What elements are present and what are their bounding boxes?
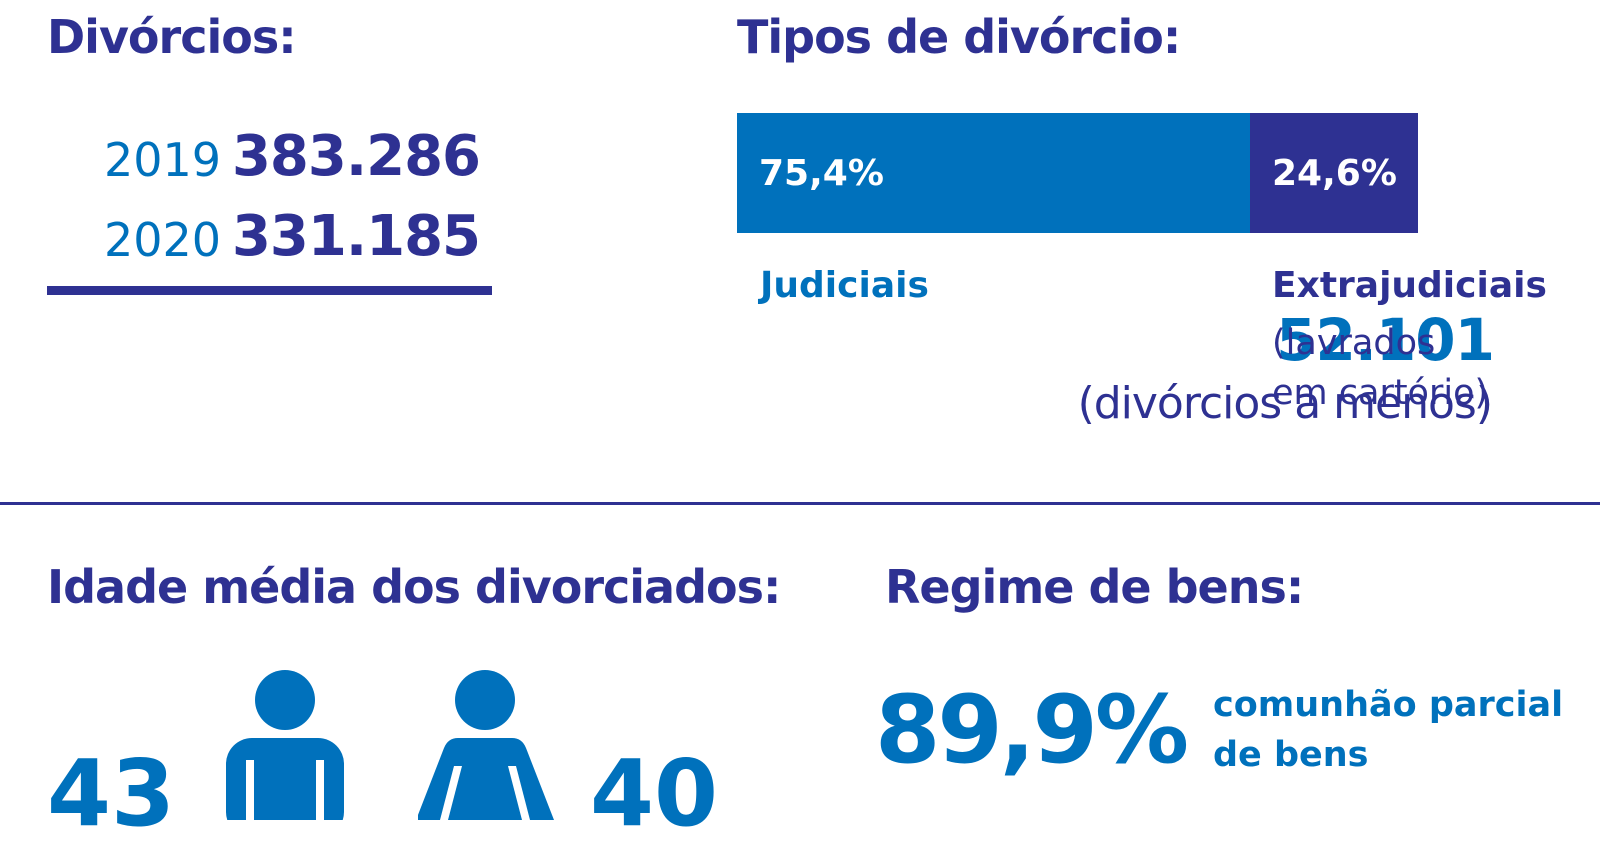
man-icon (226, 670, 344, 820)
tipos-stacked-bar: 75,4% 24,6% (737, 113, 1418, 233)
divorcios-difference-note: (divórcios a menos) (1077, 378, 1493, 429)
regime-description-line-1: comunhão parcial (1213, 685, 1564, 725)
regime-description-line-2: de bens (1213, 735, 1369, 775)
bar-segment-extrajudiciais (1250, 113, 1418, 233)
year-2020-label: 2020 (104, 213, 222, 267)
bar-segment-judiciais (737, 113, 1250, 233)
divorcios-title: Divórcios: (47, 10, 297, 64)
category-label-extrajudiciais: Extrajudiciais (1272, 265, 1547, 306)
tipos-title: Tipos de divórcio: (737, 10, 1181, 64)
woman-icon (418, 670, 554, 820)
man-age-value: 43 (47, 740, 176, 847)
category-label-judiciais: Judiciais (760, 265, 929, 306)
regime-title: Regime de bens: (885, 560, 1304, 614)
extrajudiciais-sublabel-1: (lavrados (1272, 323, 1436, 363)
divorcios-difference: 52.101 (1276, 306, 1495, 374)
woman-age-value: 40 (590, 740, 719, 847)
bar-label-judiciais: 75,4% (759, 153, 884, 194)
divorcios-2020-value: 331.185 (231, 204, 481, 269)
bar-label-extrajudiciais: 24,6% (1272, 153, 1397, 194)
divorcios-2019-value: 383.286 (231, 124, 481, 189)
year-2019-label: 2019 (104, 133, 222, 187)
extrajudiciais-sublabel-2: em cartório) (1272, 373, 1489, 413)
regime-percentage: 89,9% (875, 676, 1189, 785)
idade-title: Idade média dos divorciados: (47, 560, 781, 614)
subtraction-rule (47, 286, 492, 295)
section-divider (0, 502, 1600, 505)
